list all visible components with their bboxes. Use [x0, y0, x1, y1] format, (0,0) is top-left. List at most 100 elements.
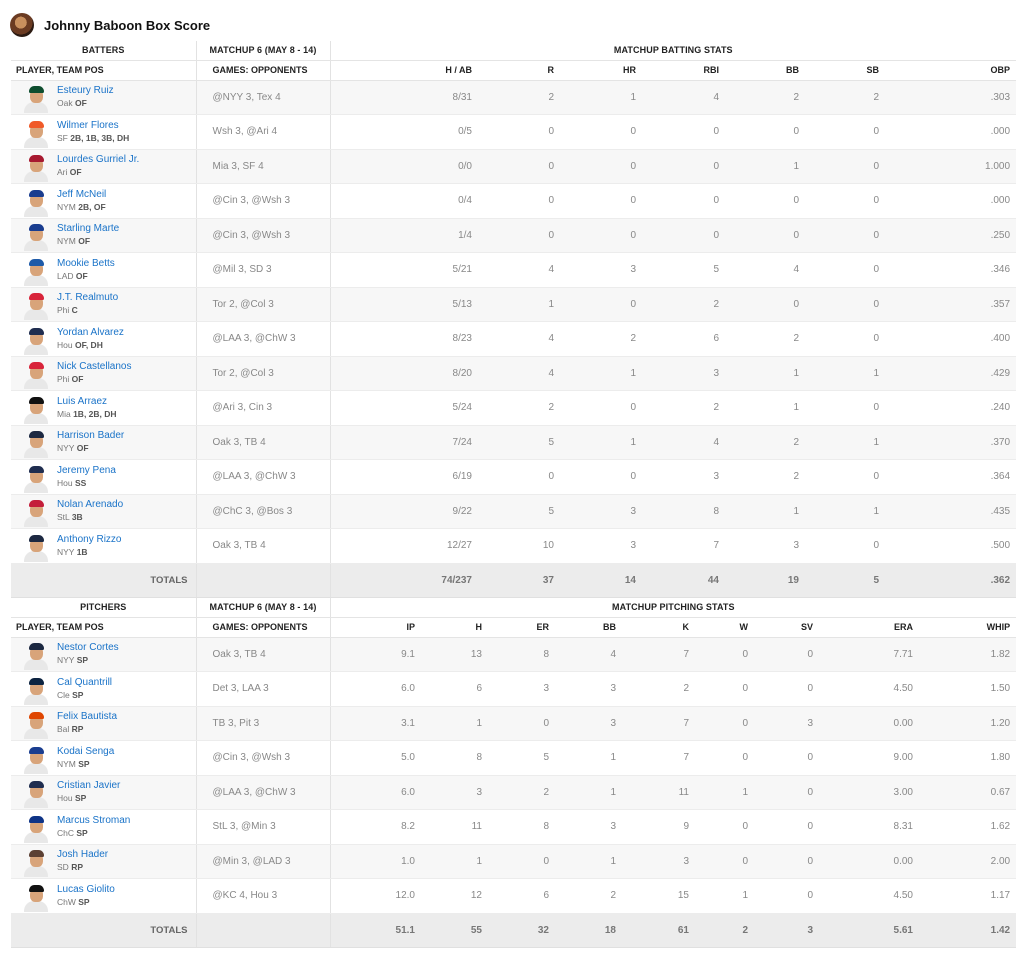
- player-name-link[interactable]: Nick Castellanos: [57, 361, 132, 373]
- stat-cell: 1: [727, 149, 807, 184]
- stat-cell: 3: [490, 671, 557, 707]
- player-name-link[interactable]: J.T. Realmuto: [57, 292, 119, 304]
- player-team-pos: Hou SP: [57, 792, 120, 804]
- column-header[interactable]: ERA: [821, 617, 921, 638]
- player-info: Marcus Stroman ChC SP: [11, 811, 196, 843]
- stat-cell: 5.0: [330, 740, 423, 776]
- stat-cell: 3: [557, 809, 624, 845]
- stat-cell: 1: [557, 775, 624, 810]
- column-header[interactable]: ER: [490, 617, 557, 638]
- player-name-link[interactable]: Marcus Stroman: [57, 814, 131, 826]
- player-name-link[interactable]: Harrison Bader: [57, 430, 125, 442]
- player-headshot: [21, 81, 51, 114]
- stat-cell: 0: [480, 114, 562, 150]
- stat-cell: .240: [887, 390, 1017, 426]
- column-header[interactable]: GAMES: OPPONENTS: [196, 617, 331, 638]
- player-headshot: [21, 426, 51, 459]
- column-header[interactable]: H: [423, 617, 490, 638]
- player-name-link[interactable]: Nestor Cortes: [57, 642, 119, 654]
- totals-cell: 74/237: [330, 563, 480, 598]
- player-name-link[interactable]: Luis Arraez: [57, 395, 108, 407]
- column-header[interactable]: RBI: [644, 60, 727, 81]
- column-header[interactable]: R: [480, 60, 562, 81]
- stat-cell: 0: [480, 183, 562, 219]
- player-cell: J.T. Realmuto Phi C: [11, 287, 197, 322]
- stat-cell: 0: [697, 706, 756, 741]
- player-name-link[interactable]: Jeremy Pena: [57, 464, 116, 476]
- player-headshot: [21, 116, 51, 148]
- column-header[interactable]: H / AB: [330, 60, 480, 81]
- player-team-pos: Bal RP: [57, 723, 117, 735]
- column-header[interactable]: SB: [807, 60, 887, 81]
- stat-cell: 2: [624, 671, 697, 707]
- stat-cell: 3: [644, 459, 727, 495]
- column-header[interactable]: IP: [330, 617, 423, 638]
- column-header[interactable]: GAMES: OPPONENTS: [196, 60, 331, 81]
- player-headshot: [21, 673, 51, 705]
- player-info: Luis Arraez Mia 1B, 2B, DH: [11, 392, 196, 424]
- stat-cell: 7: [624, 740, 697, 776]
- player-name-link[interactable]: Lucas Giolito: [57, 883, 115, 895]
- stat-cell: 2: [727, 80, 807, 115]
- player-name-link[interactable]: Felix Bautista: [57, 711, 118, 723]
- player-name-link[interactable]: Wilmer Flores: [57, 119, 119, 131]
- player-position: SP: [78, 896, 90, 907]
- player-cell: Lucas Giolito ChW SP: [11, 878, 197, 914]
- column-header[interactable]: PLAYER, TEAM POS: [11, 617, 197, 638]
- table-row: Lourdes Gurriel Jr. Ari OF Mia 3, SF 4 0/0 0…: [11, 149, 1017, 184]
- games-opponents: Tor 2, @Col 3: [196, 356, 331, 391]
- stat-cell: 0: [727, 218, 807, 253]
- player-info: Lucas Giolito ChW SP: [11, 880, 196, 912]
- player-team: Bal: [57, 724, 70, 735]
- table-row: Josh Hader SD RP @Min 3, @LAD 3 1.0 1 0 1 3 0 0 0.…: [11, 844, 1017, 879]
- player-name-link[interactable]: Anthony Rizzo: [57, 533, 122, 545]
- player-headshot: [21, 638, 51, 671]
- stat-cell: 2: [480, 390, 562, 426]
- column-header[interactable]: BB: [727, 60, 807, 81]
- stat-cell: 0: [562, 183, 644, 219]
- player-info: Cal Quantrill Cle SP: [11, 673, 196, 705]
- games-opponents: Det 3, LAA 3: [196, 671, 331, 707]
- player-name-link[interactable]: Kodai Senga: [57, 745, 115, 757]
- stat-cell: 2: [644, 390, 727, 426]
- stat-cell: 0: [807, 321, 887, 357]
- column-header[interactable]: WHIP: [921, 617, 1017, 638]
- column-header[interactable]: HR: [562, 60, 644, 81]
- player-name-link[interactable]: Yordan Alvarez: [57, 326, 124, 338]
- stat-cell: 0: [562, 390, 644, 426]
- player-info: Felix Bautista Bal RP: [11, 707, 196, 740]
- table-row: Yordan Alvarez Hou OF, DH @LAA 3, @ChW 3 8/…: [11, 321, 1017, 357]
- column-header[interactable]: OBP: [887, 60, 1017, 81]
- stat-cell: 13: [423, 637, 490, 672]
- column-header[interactable]: W: [697, 617, 756, 638]
- player-position: C: [71, 305, 78, 316]
- totals-cell: 61: [624, 913, 697, 948]
- player-name-link[interactable]: Jeff McNeil: [57, 188, 107, 200]
- stat-cell: 3: [644, 356, 727, 391]
- player-name-link[interactable]: Nolan Arenado: [57, 499, 124, 511]
- player-name-link[interactable]: Mookie Betts: [57, 257, 115, 269]
- player-name-link[interactable]: Cristian Javier: [57, 780, 121, 792]
- player-name-link[interactable]: Lourdes Gurriel Jr.: [57, 154, 140, 166]
- stat-cell: 3: [562, 528, 644, 564]
- player-cell: Jeff McNeil NYM 2B, OF: [11, 183, 197, 219]
- totals-cell: 5.61: [821, 913, 921, 948]
- column-header[interactable]: SV: [756, 617, 821, 638]
- stat-cell: 0: [807, 114, 887, 150]
- player-headshot: [21, 707, 51, 740]
- stat-cell: 0: [807, 252, 887, 288]
- stat-cell: 0: [727, 287, 807, 322]
- player-cell: Mookie Betts LAD OF: [11, 252, 197, 288]
- column-header[interactable]: PLAYER, TEAM POS: [11, 60, 197, 81]
- games-opponents: @NYY 3, Tex 4: [196, 80, 331, 115]
- stat-cell: 7: [624, 637, 697, 672]
- player-name-link[interactable]: Cal Quantrill: [57, 676, 113, 688]
- stat-cell: 2: [727, 321, 807, 357]
- table-row: Marcus Stroman ChC SP StL 3, @Min 3 8.2 11 8 3…: [11, 809, 1017, 845]
- player-name-link[interactable]: Josh Hader: [57, 849, 109, 861]
- player-cell: Cristian Javier Hou SP: [11, 775, 197, 810]
- column-header[interactable]: BB: [557, 617, 624, 638]
- player-name-link[interactable]: Starling Marte: [57, 223, 120, 235]
- column-header[interactable]: K: [624, 617, 697, 638]
- player-name-link[interactable]: Esteury Ruiz: [57, 85, 114, 97]
